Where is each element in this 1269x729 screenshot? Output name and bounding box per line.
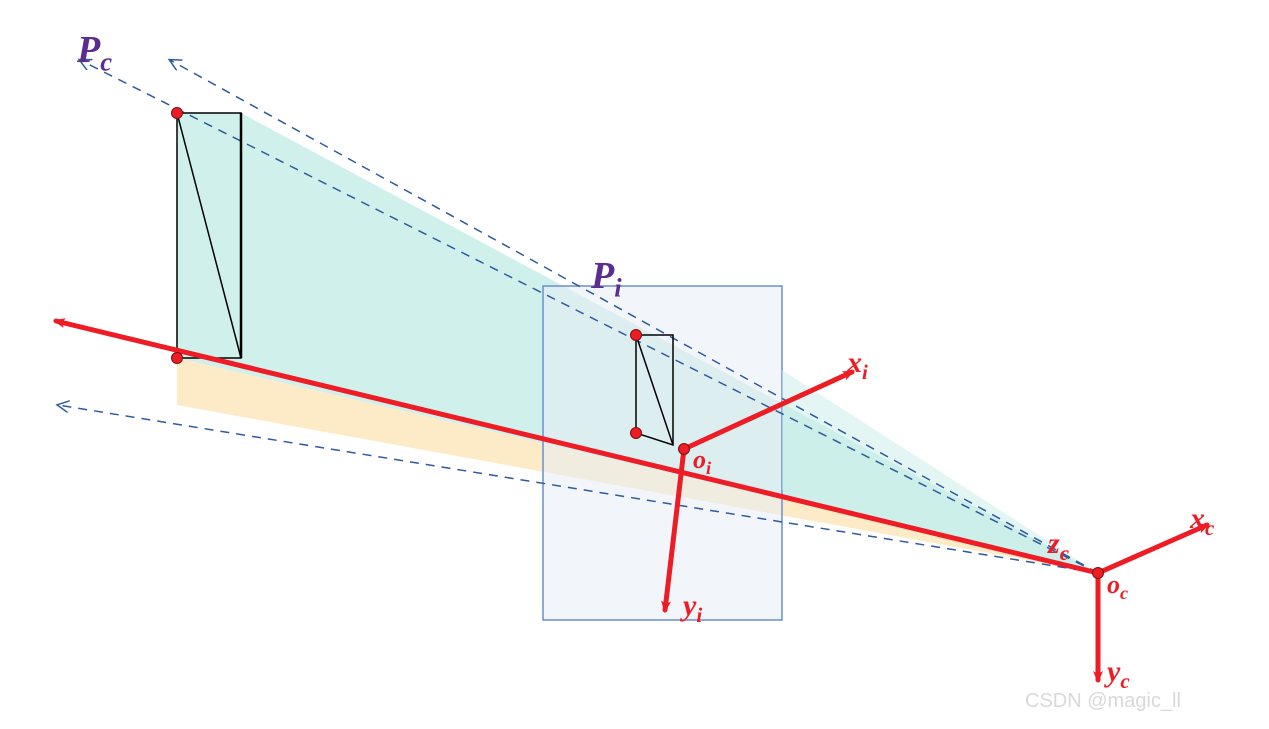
watermark: CSDN @magic_ll (1025, 690, 1181, 713)
image-plane (543, 286, 782, 620)
label-oc: oc (1107, 570, 1128, 604)
point-pi-base (631, 428, 642, 439)
point-pc-base (172, 353, 183, 364)
label-Pc: Pc (77, 28, 112, 78)
label-yi: yi (683, 589, 702, 628)
label-yc: yc (1107, 655, 1130, 694)
point-pc (172, 108, 183, 119)
label-Pi: Pi (591, 254, 622, 304)
label-xi: xi (847, 346, 868, 385)
point-pi (631, 330, 642, 341)
camera-projection-diagram (0, 0, 1269, 729)
point-oi (679, 444, 690, 455)
label-oi: oi (693, 445, 711, 479)
label-xc: xc (1190, 502, 1214, 541)
label-zc: zc (1048, 527, 1069, 566)
point-oc (1093, 568, 1104, 579)
